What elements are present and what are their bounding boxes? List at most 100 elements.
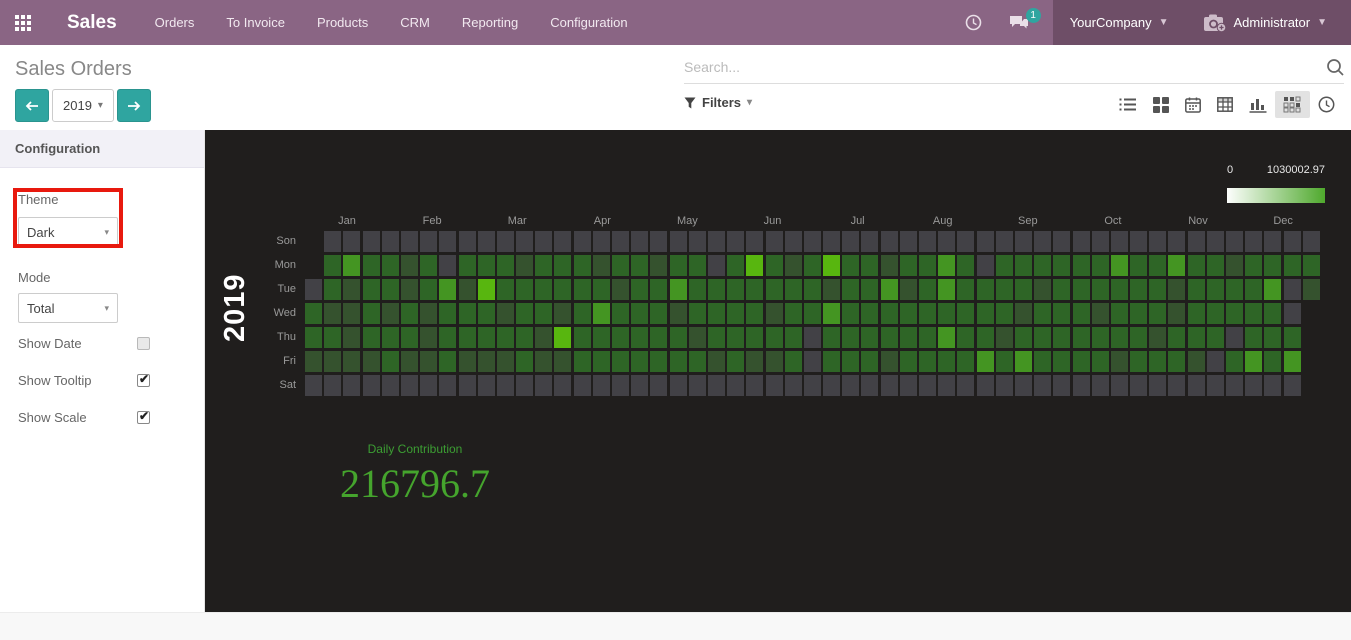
company-switcher[interactable]: YourCompany ▼ — [1052, 0, 1186, 45]
heatmap-cell[interactable] — [516, 303, 534, 324]
heatmap-cell[interactable] — [823, 231, 841, 252]
heatmap-cell[interactable] — [976, 231, 994, 252]
heatmap-cell[interactable] — [1034, 303, 1052, 324]
heatmap-cell[interactable] — [995, 375, 1013, 396]
heatmap-cell[interactable] — [669, 231, 687, 252]
mode-select[interactable]: Total ▾ — [18, 293, 118, 323]
heatmap-cell[interactable] — [938, 303, 956, 324]
heatmap-cell[interactable] — [899, 375, 917, 396]
heatmap-cell[interactable] — [1245, 231, 1263, 252]
heatmap-cell[interactable] — [554, 351, 572, 372]
heatmap-cell[interactable] — [439, 375, 457, 396]
view-list-button[interactable] — [1111, 92, 1145, 117]
heatmap-cell[interactable] — [919, 375, 936, 396]
heatmap-cell[interactable] — [669, 279, 687, 300]
heatmap-cell[interactable] — [420, 231, 438, 252]
view-calendar-button[interactable] — [1177, 92, 1209, 118]
heatmap-cell[interactable] — [1091, 279, 1109, 300]
heatmap-cell[interactable] — [496, 255, 514, 276]
heatmap-cell[interactable] — [1014, 231, 1032, 252]
nav-item-reporting[interactable]: Reporting — [461, 15, 519, 30]
heatmap-cell[interactable] — [1110, 327, 1128, 348]
heatmap-cell[interactable] — [535, 255, 553, 276]
heatmap-cell[interactable] — [573, 279, 591, 300]
heatmap-cell[interactable] — [381, 231, 399, 252]
heatmap-cell[interactable] — [1110, 279, 1128, 300]
heatmap-cell[interactable] — [420, 279, 438, 300]
heatmap-cell[interactable] — [324, 255, 342, 276]
heatmap-cell[interactable] — [746, 375, 764, 396]
heatmap-cell[interactable] — [861, 351, 879, 372]
heatmap-cell[interactable] — [439, 255, 457, 276]
heatmap-cell[interactable] — [1130, 375, 1148, 396]
heatmap-cell[interactable] — [823, 255, 841, 276]
heatmap-cell[interactable] — [324, 303, 342, 324]
heatmap-cell[interactable] — [535, 231, 553, 252]
heatmap-cell[interactable] — [803, 375, 821, 396]
heatmap-cell[interactable] — [707, 279, 725, 300]
heatmap-cell[interactable] — [439, 351, 457, 372]
heatmap-cell[interactable] — [477, 303, 495, 324]
heatmap-cell[interactable] — [803, 231, 821, 252]
heatmap-cell[interactable] — [362, 255, 380, 276]
heatmap-cell[interactable] — [899, 303, 917, 324]
heatmap-cell[interactable] — [631, 255, 649, 276]
heatmap-cell[interactable] — [592, 303, 610, 324]
heatmap-cell[interactable] — [516, 351, 534, 372]
heatmap-cell[interactable] — [1226, 255, 1243, 276]
heatmap-cell[interactable] — [727, 375, 745, 396]
heatmap-cell[interactable] — [650, 303, 668, 324]
heatmap-cell[interactable] — [765, 303, 783, 324]
heatmap-cell[interactable] — [439, 327, 457, 348]
heatmap-cell[interactable] — [995, 351, 1013, 372]
heatmap-cell[interactable] — [631, 351, 649, 372]
heatmap-cell[interactable] — [516, 255, 534, 276]
heatmap-cell[interactable] — [1187, 303, 1205, 324]
heatmap-cell[interactable] — [1130, 279, 1148, 300]
heatmap-cell[interactable] — [938, 351, 956, 372]
heatmap-cell[interactable] — [612, 279, 629, 300]
heatmap-cell[interactable] — [784, 231, 802, 252]
heatmap-cell[interactable] — [1168, 375, 1186, 396]
heatmap-cell[interactable] — [1283, 231, 1301, 252]
heatmap-cell[interactable] — [592, 351, 610, 372]
heatmap-cell[interactable] — [573, 375, 591, 396]
nav-item-configuration[interactable]: Configuration — [550, 15, 628, 30]
heatmap-cell[interactable] — [381, 303, 399, 324]
heatmap-cell[interactable] — [1226, 375, 1243, 396]
heatmap-cell[interactable] — [1130, 255, 1148, 276]
next-year-button[interactable] — [116, 89, 151, 122]
heatmap-cell[interactable] — [688, 279, 706, 300]
heatmap-cell[interactable] — [938, 279, 956, 300]
heatmap-cell[interactable] — [1110, 375, 1128, 396]
heatmap-cell[interactable] — [535, 351, 553, 372]
heatmap-cell[interactable] — [1245, 279, 1263, 300]
heatmap-cell[interactable] — [784, 375, 802, 396]
heatmap-cell[interactable] — [842, 351, 860, 372]
heatmap-cell[interactable] — [650, 327, 668, 348]
heatmap-cell[interactable] — [1149, 231, 1167, 252]
heatmap-cell[interactable] — [1072, 255, 1090, 276]
heatmap-cell[interactable] — [1168, 351, 1186, 372]
heatmap-cell[interactable] — [1149, 351, 1167, 372]
heatmap-cell[interactable] — [631, 303, 649, 324]
previous-year-button[interactable] — [15, 89, 49, 122]
heatmap-cell[interactable] — [784, 327, 802, 348]
heatmap-cell[interactable] — [400, 279, 418, 300]
heatmap-cell[interactable] — [765, 279, 783, 300]
heatmap-cell[interactable] — [803, 303, 821, 324]
heatmap-cell[interactable] — [746, 303, 764, 324]
heatmap-cell[interactable] — [612, 351, 629, 372]
heatmap-cell[interactable] — [688, 375, 706, 396]
heatmap-cell[interactable] — [612, 327, 629, 348]
heatmap-cell[interactable] — [381, 375, 399, 396]
heatmap-cell[interactable] — [324, 279, 342, 300]
heatmap-cell[interactable] — [842, 375, 860, 396]
heatmap-cell[interactable] — [477, 279, 495, 300]
heatmap-cell[interactable] — [1226, 231, 1243, 252]
heatmap-cell[interactable] — [1206, 255, 1224, 276]
heatmap-cell[interactable] — [631, 375, 649, 396]
view-activity-button[interactable] — [1310, 91, 1343, 118]
heatmap-cell[interactable] — [400, 327, 418, 348]
view-graph-button[interactable] — [1241, 92, 1275, 118]
